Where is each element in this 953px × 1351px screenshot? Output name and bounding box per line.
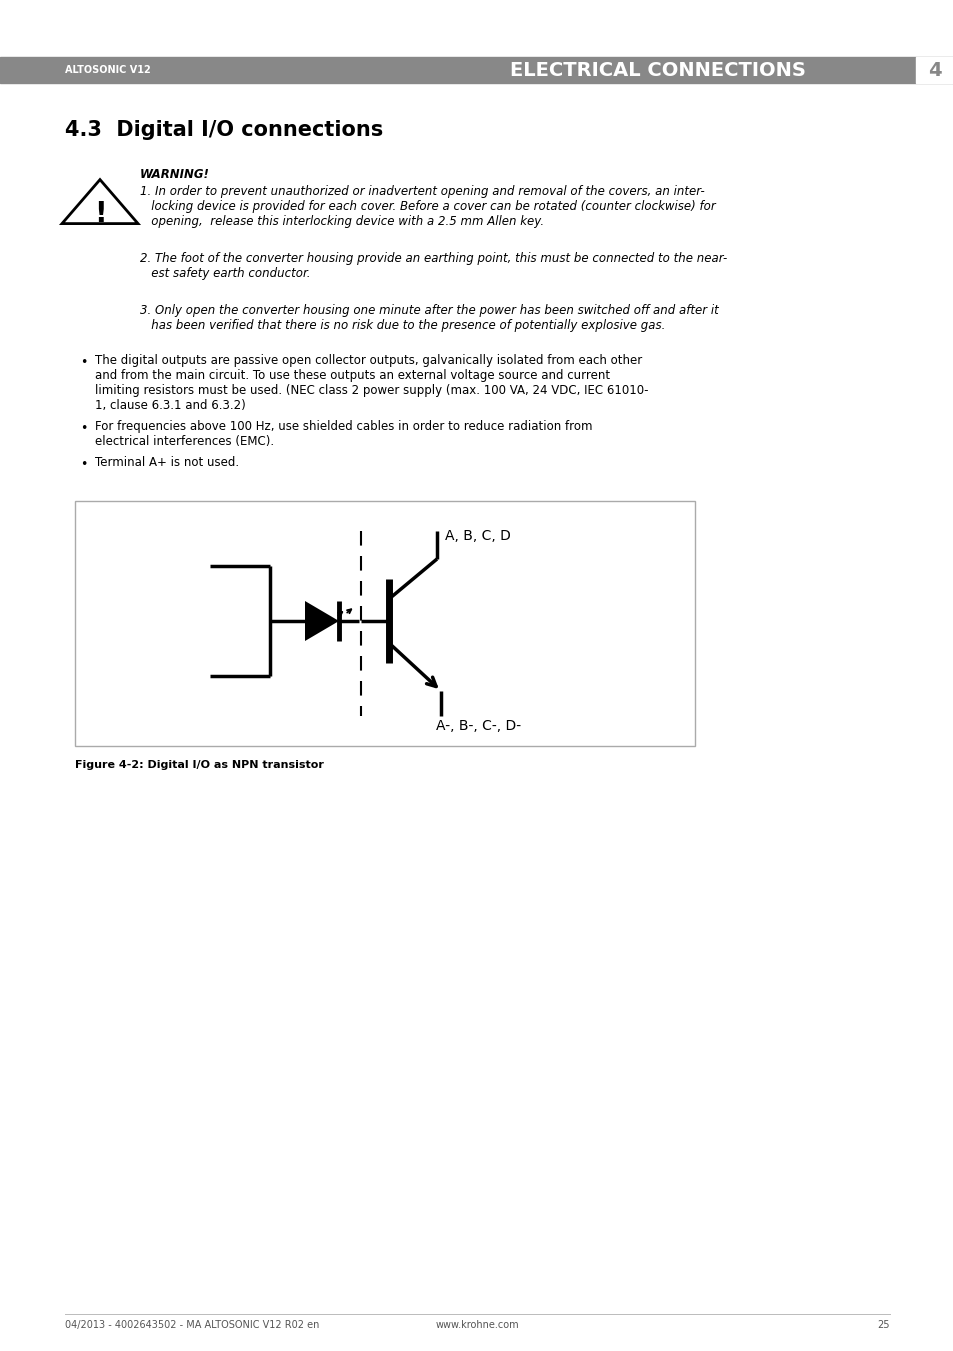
Bar [75,501,695,746]
Text: 1, clause 6.3.1 and 6.3.2): 1, clause 6.3.1 and 6.3.2) [95,399,246,412]
Text: limiting resistors must be used. (NEC class 2 power supply (max. 100 VA, 24 VDC,: limiting resistors must be used. (NEC cl… [95,384,648,397]
Text: est safety earth conductor.: est safety earth conductor. [140,267,310,280]
Text: locking device is provided for each cover. Before a cover can be rotated (counte: locking device is provided for each cove… [140,200,715,213]
Bar [915,57,953,82]
Text: ALTOSONIC V12: ALTOSONIC V12 [65,65,151,76]
Text: •: • [80,422,88,435]
Text: For frequencies above 100 Hz, use shielded cables in order to reduce radiation f: For frequencies above 100 Hz, use shield… [95,420,592,434]
Text: •: • [80,357,88,369]
Text: •: • [80,458,88,471]
Text: !: ! [93,200,106,228]
Bar [0,57,953,82]
Text: The digital outputs are passive open collector outputs, galvanically isolated fr: The digital outputs are passive open col… [95,354,641,367]
Text: www.krohne.com: www.krohne.com [435,1320,518,1329]
Text: 4.3  Digital I/O connections: 4.3 Digital I/O connections [65,120,383,141]
Text: Terminal A+ is not used.: Terminal A+ is not used. [95,457,239,469]
Text: WARNING!: WARNING! [140,168,210,181]
Text: electrical interferences (EMC).: electrical interferences (EMC). [95,435,274,449]
Text: 1. In order to prevent unauthorized or inadvertent opening and removal of the co: 1. In order to prevent unauthorized or i… [140,185,704,199]
Text: and from the main circuit. To use these outputs an external voltage source and c: and from the main circuit. To use these … [95,369,610,382]
Text: 2. The foot of the converter housing provide an earthing point, this must be con: 2. The foot of the converter housing pro… [140,253,726,265]
Text: 25: 25 [877,1320,889,1329]
Text: 3. Only open the converter housing one minute after the power has been switched : 3. Only open the converter housing one m… [140,304,718,317]
Text: ELECTRICAL CONNECTIONS: ELECTRICAL CONNECTIONS [510,61,805,80]
Polygon shape [305,601,338,640]
Text: opening,  release this interlocking device with a 2.5 mm Allen key.: opening, release this interlocking devic… [140,215,543,228]
Text: 4: 4 [927,61,941,80]
Text: A, B, C, D: A, B, C, D [444,530,511,543]
Text: 04/2013 - 4002643502 - MA ALTOSONIC V12 R02 en: 04/2013 - 4002643502 - MA ALTOSONIC V12 … [65,1320,319,1329]
Text: A-, B-, C-, D-: A-, B-, C-, D- [436,719,520,734]
Text: Figure 4-2: Digital I/O as NPN transistor: Figure 4-2: Digital I/O as NPN transisto… [75,761,323,770]
Text: has been verified that there is no risk due to the presence of potentially explo: has been verified that there is no risk … [140,319,664,332]
